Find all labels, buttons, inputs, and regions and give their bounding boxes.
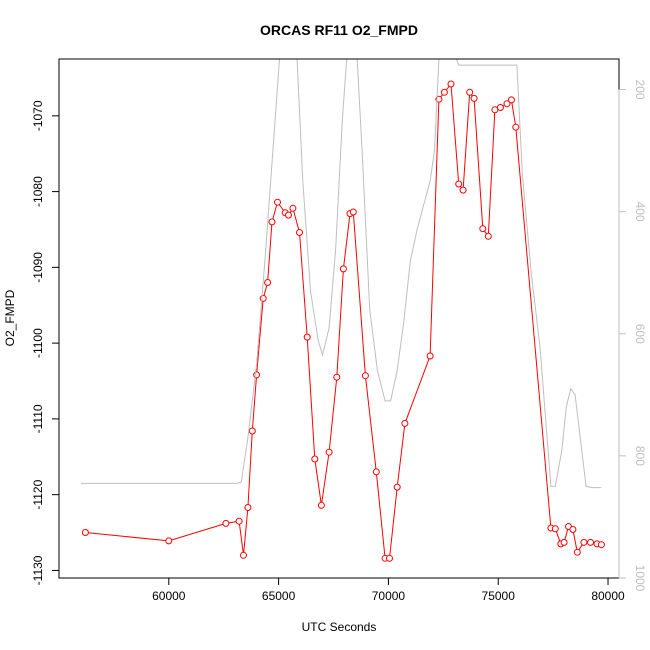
series-line-pressure <box>81 59 602 489</box>
y-axis-right: 200 400 600 800 1000 <box>618 80 647 592</box>
data-point <box>496 104 504 111</box>
data-point <box>248 427 256 435</box>
data-point <box>447 80 455 88</box>
data-point <box>81 529 89 536</box>
data-point <box>573 548 581 556</box>
data-point <box>507 96 515 104</box>
y-tick-label: -1090 <box>31 252 45 283</box>
y2-tick-label: 1000 <box>633 565 647 592</box>
data-point <box>349 208 357 216</box>
data-point <box>560 538 568 546</box>
data-point <box>479 225 487 233</box>
data-point <box>503 100 511 108</box>
data-point <box>296 229 303 236</box>
data-point <box>569 526 577 533</box>
y2-tick-label: 800 <box>633 446 647 466</box>
data-point <box>551 525 559 533</box>
data-point <box>597 541 605 549</box>
data-point <box>459 186 467 194</box>
data-point <box>393 483 401 491</box>
data-point <box>240 551 247 559</box>
x-axis-label: UTC Seconds <box>302 620 377 634</box>
data-point <box>339 265 347 273</box>
data-point <box>580 538 588 546</box>
y2-tick-label: 200 <box>633 80 647 100</box>
data-point <box>259 294 267 302</box>
data-point <box>325 448 333 456</box>
y2-tick-label: 400 <box>633 202 647 222</box>
data-point <box>303 333 311 341</box>
y-axis-left: -1130 -1120 -1110 -1100 -1090 -1080 -1070 <box>31 100 60 585</box>
x-tick-label: 70000 <box>372 589 406 603</box>
data-point <box>466 88 474 96</box>
data-point <box>268 218 276 226</box>
y-tick-label: -1070 <box>31 100 45 131</box>
data-point <box>222 519 230 527</box>
data-point <box>264 279 272 286</box>
series-pressure <box>81 59 602 489</box>
x-tick-label: 65000 <box>262 589 296 603</box>
data-point <box>274 198 281 206</box>
plot-area <box>81 59 605 562</box>
data-point <box>455 180 463 188</box>
series-o2_fmpd <box>81 80 605 562</box>
data-point <box>512 123 520 131</box>
data-point <box>235 517 243 525</box>
y-tick-label: -1080 <box>31 176 45 207</box>
x-tick-label: 60000 <box>152 589 186 603</box>
data-point <box>317 501 325 509</box>
data-point <box>165 537 173 545</box>
y-tick-label: -1110 <box>31 404 45 433</box>
data-point <box>372 468 380 476</box>
data-point <box>401 419 409 427</box>
chart-title: ORCAS RF11 O2_FMPD <box>260 22 418 38</box>
data-point <box>440 88 448 96</box>
data-point <box>244 504 252 511</box>
data-point <box>361 372 369 380</box>
data-point <box>285 211 292 219</box>
y-tick-label: -1120 <box>31 479 45 509</box>
x-tick-label: 80000 <box>591 589 625 603</box>
series-line-o2_fmpd <box>85 82 602 559</box>
data-point <box>289 204 297 212</box>
data-point <box>587 538 594 546</box>
y-tick-label: -1130 <box>31 555 45 585</box>
y-tick-label: -1100 <box>31 328 45 358</box>
data-point <box>470 94 478 102</box>
data-point <box>311 455 319 463</box>
x-axis: 60000 65000 70000 75000 80000 <box>152 577 625 603</box>
data-point <box>426 352 434 360</box>
x-tick-label: 75000 <box>482 589 516 603</box>
plot-frame <box>58 58 620 579</box>
y-axis-label: O2_FMPD <box>3 289 17 346</box>
data-point <box>253 371 261 379</box>
y2-tick-label: 600 <box>633 324 647 344</box>
data-point <box>333 373 341 381</box>
data-point <box>386 554 393 562</box>
data-point <box>484 232 492 240</box>
